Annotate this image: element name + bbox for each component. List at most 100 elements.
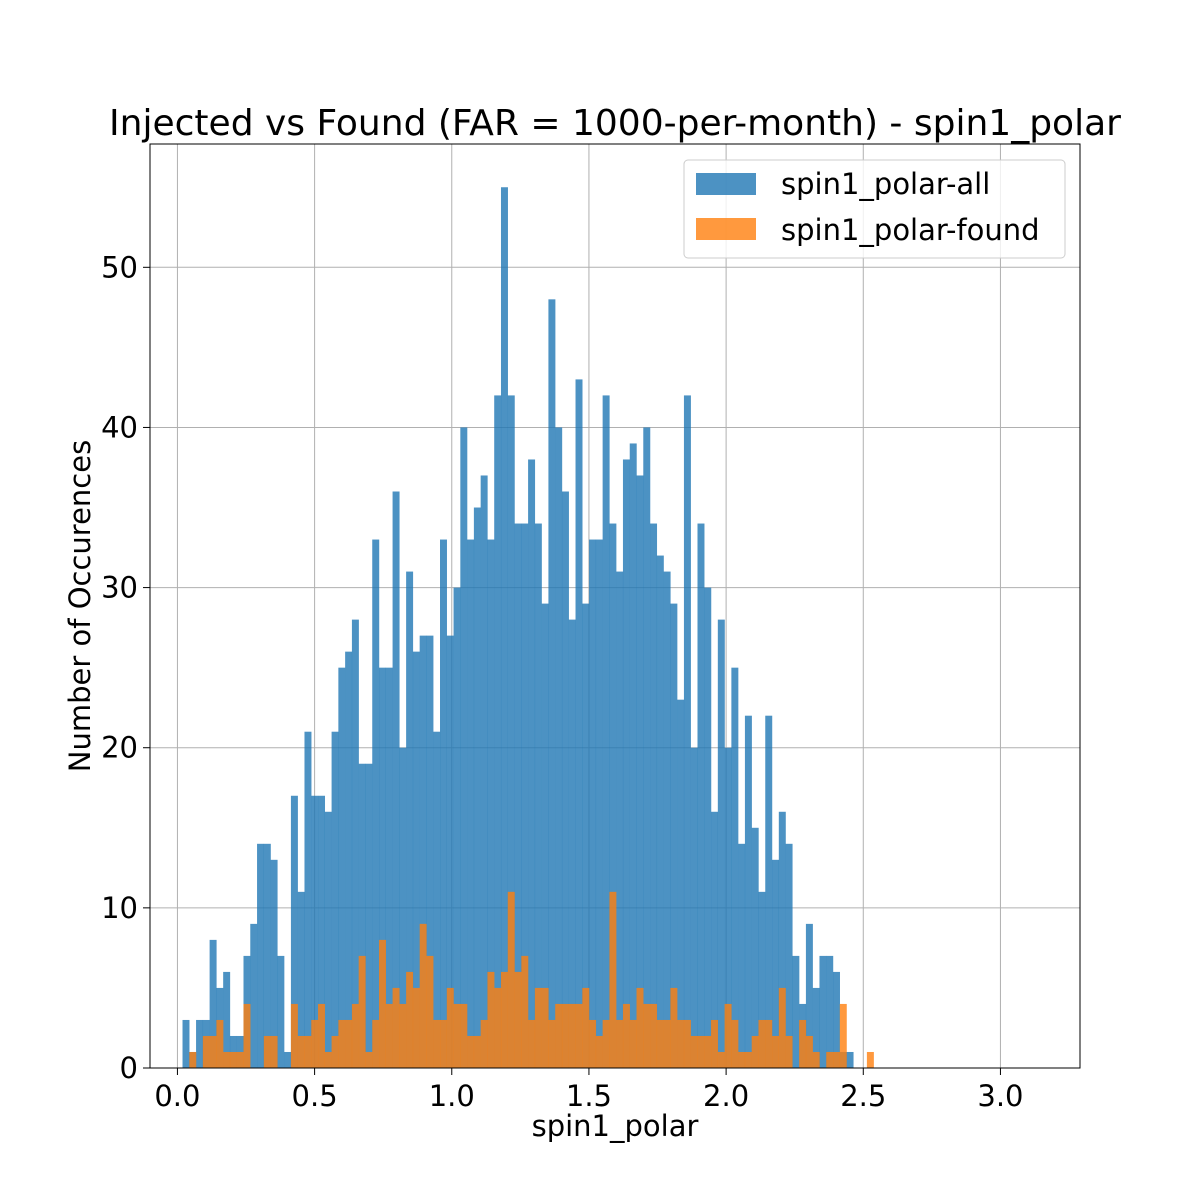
bar-all <box>324 811 332 1068</box>
bar-found <box>500 971 508 1068</box>
bar-found <box>507 891 515 1068</box>
x-axis-label: spin1_polar <box>532 1109 699 1143</box>
bar-all <box>643 427 651 1068</box>
series-found-bars <box>189 891 874 1068</box>
bar-found <box>690 1035 698 1068</box>
bar-found <box>331 1035 339 1068</box>
bar-found <box>568 1003 576 1068</box>
bar-all <box>595 539 603 1068</box>
x-tick-label: 2.5 <box>840 1079 886 1113</box>
bar-all <box>751 827 759 1068</box>
x-tick-label: 2.0 <box>703 1079 749 1113</box>
bar-all <box>297 891 305 1068</box>
bar-all <box>473 507 481 1068</box>
bar-found <box>799 1019 807 1068</box>
bar-found <box>467 1035 475 1068</box>
bar-found <box>494 987 502 1068</box>
bar-found <box>724 1003 732 1068</box>
x-tick-label: 1.5 <box>566 1079 612 1113</box>
legend: spin1_polar-all spin1_polar-found <box>683 159 1066 259</box>
bar-found <box>758 1019 766 1068</box>
bar-found <box>826 1051 834 1068</box>
bar-found <box>812 1051 820 1068</box>
bar-all <box>555 427 563 1068</box>
bar-found <box>345 1019 353 1068</box>
y-tick-label: 10 <box>101 891 138 925</box>
bar-found <box>555 1003 563 1068</box>
bar-all <box>819 955 827 1068</box>
legend-label-all: spin1_polar-all <box>781 167 990 201</box>
bar-found <box>711 1019 719 1068</box>
bar-all <box>744 715 752 1068</box>
bar-all <box>419 635 427 1068</box>
x-tick-label: 0.0 <box>154 1079 200 1113</box>
bar-found <box>541 987 549 1068</box>
bar-all <box>711 811 719 1068</box>
legend-swatch-found <box>696 218 756 240</box>
bar-found <box>446 987 454 1068</box>
bar-found <box>738 1051 746 1068</box>
bar-all <box>338 667 346 1068</box>
bar-found <box>385 1003 393 1068</box>
y-tick-label: 20 <box>101 731 138 765</box>
bar-all <box>351 619 359 1068</box>
y-tick-label: 40 <box>101 410 138 444</box>
bar-found <box>778 987 786 1068</box>
bar-found <box>717 1051 725 1068</box>
bar-all <box>487 539 495 1068</box>
bar-all <box>304 731 312 1068</box>
bar-all <box>196 1019 204 1068</box>
legend-frame <box>683 159 1066 259</box>
bar-found <box>433 1019 441 1068</box>
bar-all <box>426 635 434 1068</box>
bar-all <box>290 795 298 1068</box>
bar-found <box>677 1019 685 1068</box>
bar-found <box>318 1003 326 1068</box>
bar-found <box>358 955 366 1068</box>
bar-found <box>636 987 644 1068</box>
bar-all <box>467 539 475 1068</box>
bar-found <box>656 1019 664 1068</box>
bar-all <box>568 619 576 1068</box>
bar-found <box>473 1035 481 1068</box>
bar-all <box>541 603 549 1068</box>
bar-found <box>243 1003 251 1068</box>
y-tick-label: 0 <box>120 1051 138 1085</box>
bar-all <box>223 971 231 1068</box>
bar-all <box>663 571 671 1068</box>
bar-found <box>304 1035 312 1068</box>
bar-found <box>765 1019 773 1068</box>
bar-all <box>514 523 522 1068</box>
bar-all <box>507 395 515 1068</box>
bar-found <box>372 1019 380 1068</box>
bar-found <box>616 1019 624 1068</box>
bar-all <box>433 731 441 1068</box>
bar-found <box>202 1035 210 1068</box>
bar-found <box>297 1035 305 1068</box>
bar-all <box>683 395 691 1068</box>
bar-all <box>589 539 597 1068</box>
bar-all <box>785 843 793 1068</box>
bar-found <box>324 1051 332 1068</box>
bar-found <box>663 1019 671 1068</box>
bar-all <box>629 443 637 1069</box>
bar-all <box>406 571 414 1068</box>
bar-all <box>622 459 630 1068</box>
bar-all <box>277 955 285 1068</box>
bar-all <box>792 955 800 1068</box>
bar-found <box>229 1051 237 1068</box>
legend-swatch-all <box>696 173 756 195</box>
bar-all <box>318 795 326 1068</box>
bar-found <box>582 987 590 1068</box>
legend-label-found: spin1_polar-found <box>781 213 1040 247</box>
bar-all <box>758 891 766 1068</box>
bar-found <box>602 1019 610 1068</box>
bar-all <box>636 475 644 1068</box>
bar-found <box>683 1019 691 1068</box>
bar-found <box>521 955 529 1068</box>
bar-all <box>717 619 725 1068</box>
plot-frame <box>149 143 1081 1069</box>
bar-found <box>290 1003 298 1068</box>
bar-all <box>331 731 339 1068</box>
